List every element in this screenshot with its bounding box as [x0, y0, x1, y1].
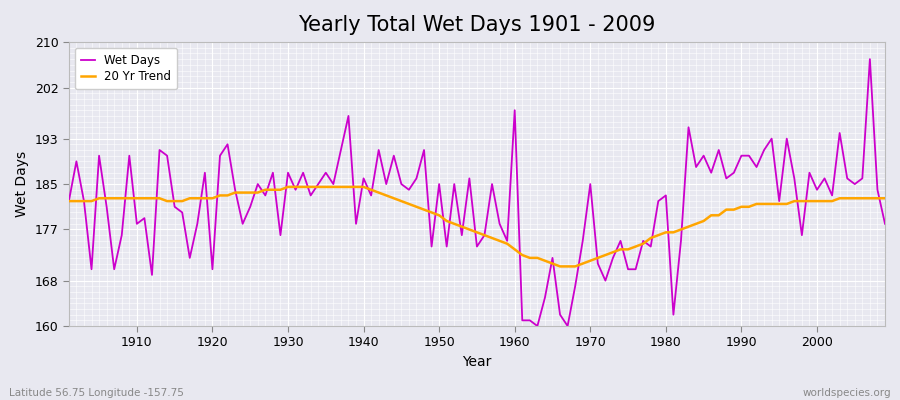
Wet Days [63, 199, 74, 204]
Text: Latitude 56.75 Longitude -157.75: Latitude 56.75 Longitude -157.75 [9, 388, 184, 398]
Wet Days [509, 108, 520, 113]
Legend: Wet Days, 20 Yr Trend: Wet Days, 20 Yr Trend [75, 48, 177, 89]
Title: Yearly Total Wet Days 1901 - 2009: Yearly Total Wet Days 1901 - 2009 [298, 15, 655, 35]
20 Yr Trend [554, 264, 565, 269]
20 Yr Trend [343, 184, 354, 189]
Wet Days [124, 153, 135, 158]
Wet Days [608, 256, 618, 260]
20 Yr Trend [124, 196, 135, 201]
X-axis label: Year: Year [463, 355, 491, 369]
20 Yr Trend [298, 184, 309, 189]
20 Yr Trend [283, 184, 293, 189]
Line: 20 Yr Trend: 20 Yr Trend [68, 187, 885, 266]
Wet Days [865, 57, 876, 62]
20 Yr Trend [879, 196, 890, 201]
Wet Days [290, 187, 301, 192]
Text: worldspecies.org: worldspecies.org [803, 388, 891, 398]
Wet Days [502, 238, 513, 243]
20 Yr Trend [615, 247, 626, 252]
20 Yr Trend [63, 199, 74, 204]
Wet Days [336, 148, 346, 152]
20 Yr Trend [517, 253, 527, 258]
Line: Wet Days: Wet Days [68, 59, 885, 326]
20 Yr Trend [509, 247, 520, 252]
Y-axis label: Wet Days: Wet Days [15, 151, 29, 217]
Wet Days [532, 324, 543, 328]
Wet Days [879, 222, 890, 226]
